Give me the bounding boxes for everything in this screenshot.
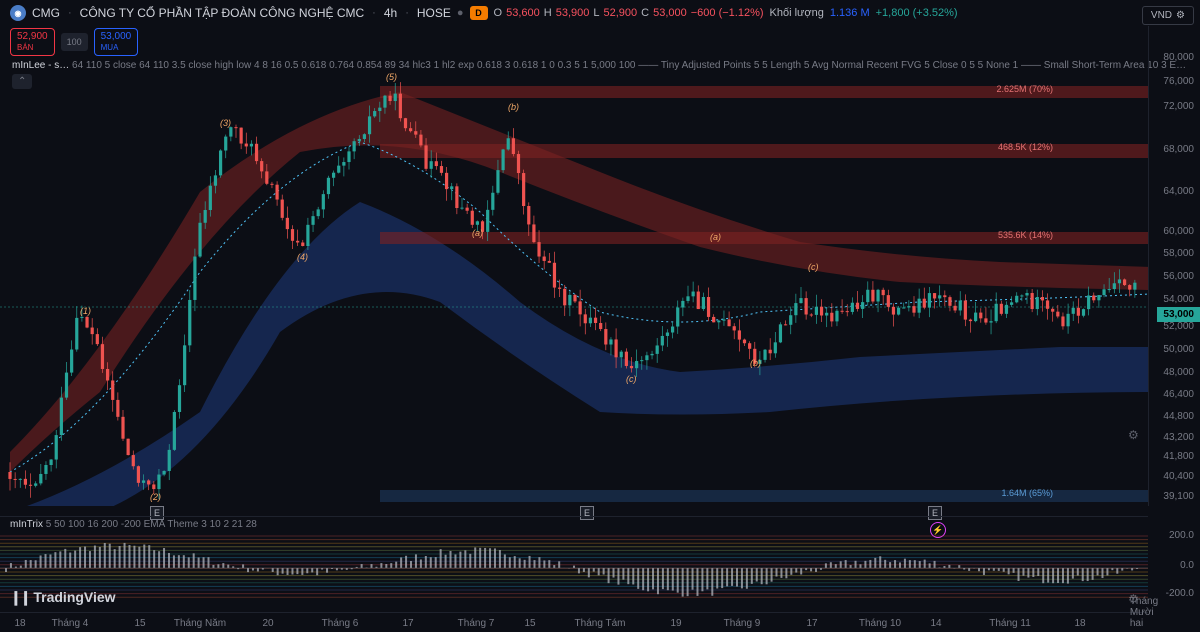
y-tick: 43,200	[1163, 432, 1194, 443]
x-tick: 18	[14, 618, 25, 629]
chart-header: ◉ CMG · CÔNG TY CỔ PHẦN TẬP ĐOÀN CÔNG NG…	[0, 0, 1200, 26]
ohlc-panel: O53,600 H53,900 L52,900 C53,000 −600 (−1…	[494, 7, 764, 19]
d-flag-button[interactable]: D	[470, 6, 488, 20]
x-tick: Tháng Năm	[174, 618, 226, 629]
bullet-icon: ●	[457, 7, 464, 19]
ticker-symbol[interactable]: CMG	[32, 6, 60, 20]
x-tick: Tháng 9	[724, 618, 761, 629]
fib-label: 2.625M (70%)	[996, 84, 1053, 94]
y-tick: -200.0	[1166, 588, 1194, 599]
wave-label: (4)	[297, 252, 308, 262]
price-axis[interactable]: 80,000 76,000 72,000 68,000 64,000 60,000 58,0…	[1148, 26, 1200, 506]
y-tick: 200.0	[1169, 530, 1194, 541]
company-name: CÔNG TY CỔ PHẦN TẬP ĐOÀN CÔNG NGHỆ CMC	[80, 6, 364, 20]
y-tick: 68,000	[1163, 144, 1194, 155]
y-tick: 56,000	[1163, 271, 1194, 282]
change-positive: +1,800 (+3.52%)	[876, 7, 958, 19]
indicator-2-legend[interactable]: mInTrix 5 50 100 16 200 -200 EMA Theme 3…	[0, 517, 1148, 532]
gear-icon: ⚙	[1176, 10, 1185, 21]
x-tick: 14	[930, 618, 941, 629]
wave-label: (c)	[626, 374, 637, 384]
wave-label: (a)	[710, 232, 721, 242]
ticker-icon[interactable]: ◉	[10, 5, 26, 21]
wave-label: (5)	[386, 72, 397, 82]
y-tick: 40,400	[1163, 471, 1194, 482]
y-tick: 46,400	[1163, 389, 1194, 400]
y-tick: 60,000	[1163, 226, 1194, 237]
wave-label: (b)	[508, 102, 519, 112]
high-value: 53,900	[556, 7, 590, 19]
volume-value: 1.136 M	[830, 7, 870, 19]
x-tick: Tháng 10	[859, 618, 901, 629]
indicator-1-legend[interactable]: mInLee - s… 64 110 5 close 64 110 3.5 cl…	[0, 58, 1200, 73]
open-value: 53,600	[506, 7, 540, 19]
y-tick: 39,100	[1163, 491, 1194, 502]
spread-value: 100	[61, 33, 88, 51]
y-tick: 64,000	[1163, 186, 1194, 197]
close-value: 53,000	[653, 7, 687, 19]
x-tick: 18	[1074, 618, 1085, 629]
interval[interactable]: 4h	[384, 6, 397, 20]
lower-indicator-panel[interactable]: mInTrix 5 50 100 16 200 -200 EMA Theme 3…	[0, 516, 1148, 602]
y-tick: 41,800	[1163, 451, 1194, 462]
x-tick: Tháng 6	[322, 618, 359, 629]
x-tick: Tháng 4	[52, 618, 89, 629]
y-tick: 0.0	[1180, 560, 1194, 571]
y-tick: 50,000	[1163, 344, 1194, 355]
wave-label: (a)	[472, 228, 483, 238]
fib-label: 535.6K (14%)	[998, 230, 1053, 240]
change-value: −600 (−1.12%)	[691, 7, 764, 19]
y-tick: 58,000	[1163, 248, 1194, 259]
logo-icon: ❙❙	[10, 589, 29, 605]
fib-label: 1.64M (65%)	[1001, 488, 1053, 498]
chart-settings-icon[interactable]: ⚙	[1128, 428, 1142, 442]
exchange: HOSE	[417, 6, 451, 20]
x-tick: 20	[262, 618, 273, 629]
wave-label: (3)	[220, 118, 231, 128]
y-tick: 48,000	[1163, 367, 1194, 378]
x-tick: 17	[402, 618, 413, 629]
y-tick: 54,000	[1163, 294, 1194, 305]
x-tick: Tháng 11	[989, 618, 1031, 629]
y-tick: 80,000	[1163, 52, 1194, 63]
low-value: 52,900	[603, 7, 637, 19]
sell-button[interactable]: 52,900 BÁN	[10, 28, 55, 56]
y-tick: 44,800	[1163, 411, 1194, 422]
x-tick: Tháng 7	[458, 618, 495, 629]
x-tick: 19	[670, 618, 681, 629]
y-tick: 52,000	[1163, 321, 1194, 332]
x-tick: 15	[134, 618, 145, 629]
trade-buttons: 52,900 BÁN 100 53,000 MUA	[0, 26, 1200, 58]
fib-label: 468.5K (12%)	[998, 142, 1053, 152]
x-tick: Tháng Tám	[575, 618, 626, 629]
x-tick: 15	[524, 618, 535, 629]
current-price-tag: 53,000	[1157, 307, 1200, 322]
tradingview-logo[interactable]: ❙❙ TradingView	[10, 589, 116, 606]
currency-button[interactable]: VND ⚙	[1142, 6, 1194, 25]
main-chart[interactable]: (1) (2) (3) (4) (5) (a) (b) (c) (a) (b) (c) 2.625M…	[0, 72, 1148, 506]
x-tick: Tháng Mười hai	[1130, 596, 1158, 629]
buy-button[interactable]: 53,000 MUA	[94, 28, 139, 56]
wave-label: (b)	[750, 358, 761, 368]
wave-label: (2)	[150, 492, 161, 502]
y-tick: 76,000	[1163, 76, 1194, 87]
x-tick: 17	[806, 618, 817, 629]
y-tick: 72,000	[1163, 101, 1194, 112]
wave-label: (1)	[80, 306, 91, 316]
wave-label: (c)	[808, 262, 819, 272]
time-axis[interactable]: 18 Tháng 4 15 Tháng Năm 20 Tháng 6 17 Tháng 7 15…	[0, 612, 1148, 632]
